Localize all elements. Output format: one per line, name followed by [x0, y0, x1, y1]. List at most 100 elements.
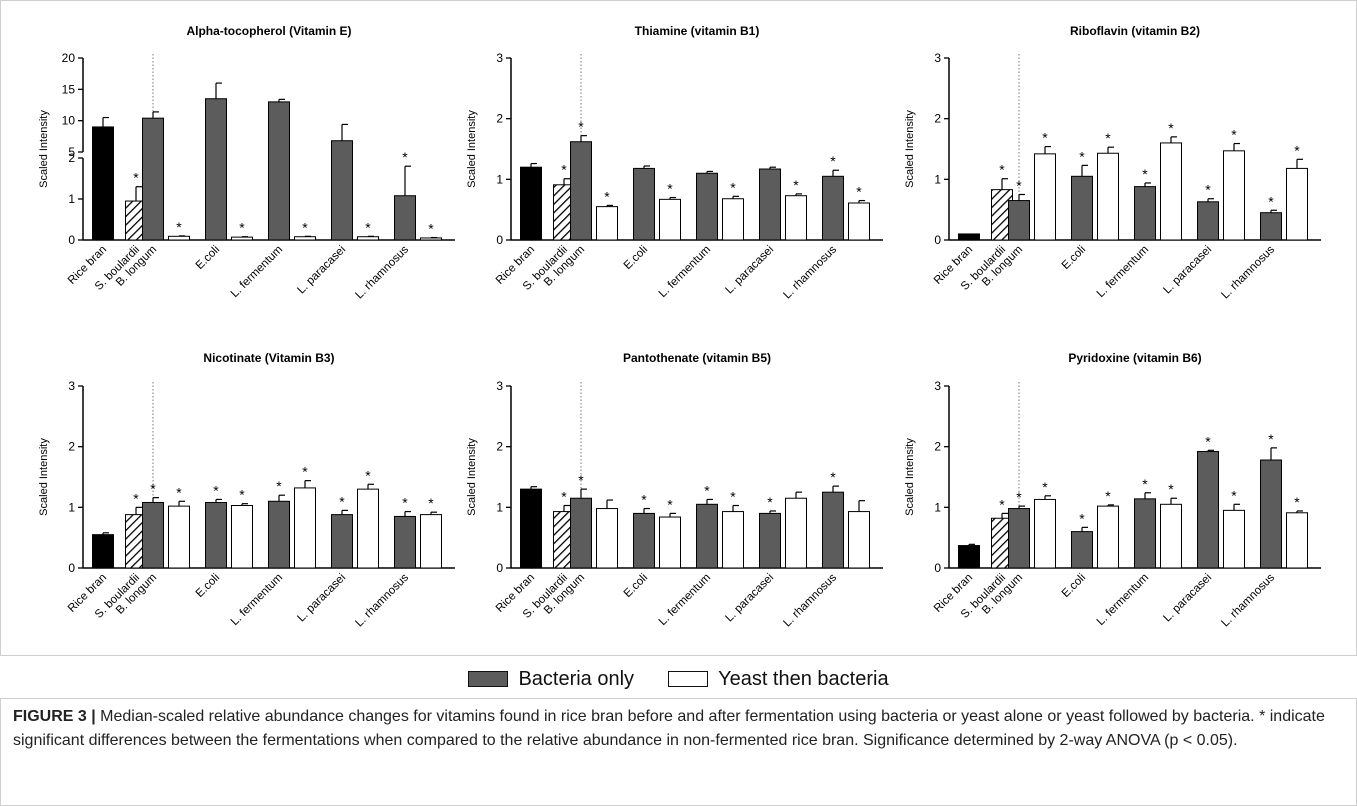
bar-yeast: [785, 195, 807, 241]
bar-yeast: [294, 487, 316, 569]
significance-star: *: [176, 219, 182, 235]
y-axis-label: Scaled Intensity: [904, 438, 916, 516]
caption-label: FIGURE 3 |: [13, 708, 96, 725]
x-tick-label: L. rhamnosus: [781, 243, 839, 301]
significance-star: *: [999, 162, 1005, 178]
significance-star: *: [402, 149, 408, 165]
significance-star: *: [830, 153, 836, 169]
bar-yeast: [168, 505, 190, 569]
y-tick-label: 0: [934, 233, 941, 247]
y-tick-label: 2: [68, 151, 75, 165]
y-axis-label: Scaled Intensity: [466, 438, 478, 516]
caption-text: Median-scaled relative abundance changes…: [13, 708, 1325, 749]
figure-caption: FIGURE 3 | Median-scaled relative abunda…: [0, 698, 1357, 806]
bar-bacteria: [570, 497, 592, 569]
significance-star: *: [1142, 166, 1148, 182]
y-tick-label: 1: [68, 500, 75, 514]
significance-star: *: [561, 489, 567, 505]
significance-star: *: [1205, 182, 1211, 198]
bar-yeast: [1223, 509, 1245, 569]
bar-yeast: [420, 237, 442, 241]
chart-title: Riboflavin (vitamin B2): [1070, 24, 1200, 38]
bar-yeast: [357, 488, 379, 569]
bar-yeast: [1286, 167, 1308, 241]
bar-yeast: [168, 235, 190, 241]
x-tick-label: L. fermentum: [657, 244, 713, 300]
bar-yeast: [848, 202, 870, 241]
legend-item-yeast: Yeast then bacteria: [668, 668, 889, 691]
y-tick-label: 0: [68, 233, 75, 247]
significance-star: *: [213, 482, 219, 498]
bar-yeast: [1160, 142, 1182, 241]
significance-star: *: [793, 177, 799, 193]
bar-yeast: [596, 508, 618, 569]
significance-star: *: [176, 484, 182, 500]
significance-star: *: [1268, 431, 1274, 447]
significance-star: *: [1294, 142, 1300, 158]
y-tick-label: 2: [68, 440, 75, 454]
bar-bacteria: [1071, 175, 1093, 241]
significance-star: *: [1079, 510, 1085, 526]
y-tick-label: 3: [68, 379, 75, 393]
bar-bacteria: [1197, 451, 1219, 569]
y-tick-label: 15: [62, 82, 76, 96]
bar-bacteria: [394, 195, 416, 241]
y-axis-label: Scaled Intensity: [38, 438, 50, 516]
x-tick-label: L. paracasei: [723, 572, 776, 625]
chart-title: Nicotinate (Vitamin B3): [203, 351, 334, 365]
x-tick-label: L. paracasei: [1161, 572, 1214, 625]
chart-title: Pantothenate (vitamin B5): [623, 351, 771, 365]
y-tick-label: 0: [68, 561, 75, 575]
significance-star: *: [704, 482, 710, 498]
bar-bacteria: [205, 98, 227, 241]
control-bar: [92, 126, 114, 241]
bar-yeast: [659, 198, 681, 241]
x-tick-label: L. rhamnosus: [1219, 571, 1277, 629]
chart-panel-3: 0 1 2 3 Riboflavin (vitamin B2) Scaled Intens…: [904, 24, 1321, 301]
bar-yeast: [848, 511, 870, 569]
x-tick-label: L. paracasei: [295, 572, 348, 625]
bar-bacteria: [142, 117, 164, 241]
significance-star: *: [1142, 476, 1148, 492]
significance-star: *: [1016, 178, 1022, 194]
significance-star: *: [641, 492, 647, 508]
significance-star: *: [1231, 127, 1237, 143]
y-tick-label: 1: [934, 500, 941, 514]
y-tick-label: 2: [496, 440, 503, 454]
x-tick-label: L. fermentum: [657, 572, 713, 628]
x-tick-label: L. paracasei: [1161, 244, 1214, 297]
y-tick-label: 1: [68, 192, 75, 206]
significance-star: *: [1168, 481, 1174, 497]
significance-star: *: [428, 495, 434, 511]
chart-title: Alpha-tocopherol (Vitamin E): [186, 24, 351, 38]
x-tick-label: L. fermentum: [229, 244, 285, 300]
significance-star: *: [667, 496, 673, 512]
control-bar: [958, 233, 980, 241]
x-tick-label: E.coli: [1060, 244, 1088, 272]
bar-yeast: [231, 505, 253, 569]
y-tick-label: 2: [496, 112, 503, 126]
x-tick-label: L. rhamnosus: [353, 571, 411, 629]
bar-bacteria: [268, 500, 290, 569]
bar-bacteria: [1134, 498, 1156, 569]
significance-star: *: [365, 467, 371, 483]
x-tick-label: L. paracasei: [723, 244, 776, 297]
significance-star: *: [730, 489, 736, 505]
y-tick-label: 20: [62, 51, 76, 65]
y-tick-label: 3: [496, 379, 503, 393]
x-tick-label: L. fermentum: [1095, 244, 1151, 300]
chart-panel-1: 0 1 25 10 15 20 Alpha-tocopherol (Vitamin E) Sc…: [38, 24, 455, 301]
bar-yeast: [420, 514, 442, 569]
x-tick-label: E.coli: [1060, 572, 1088, 600]
bar-bacteria: [1260, 459, 1282, 569]
significance-star: *: [1105, 130, 1111, 146]
bar-bacteria: [570, 141, 592, 241]
chart-title: Pyridoxine (vitamin B6): [1068, 351, 1201, 365]
bar-bacteria: [331, 140, 353, 241]
bacteria-swatch: [468, 671, 509, 687]
significance-star: *: [276, 478, 282, 494]
y-tick-label: 1: [496, 172, 503, 186]
bar-bacteria: [268, 101, 290, 241]
bar-yeast: [1286, 512, 1308, 569]
significance-star: *: [302, 219, 308, 235]
